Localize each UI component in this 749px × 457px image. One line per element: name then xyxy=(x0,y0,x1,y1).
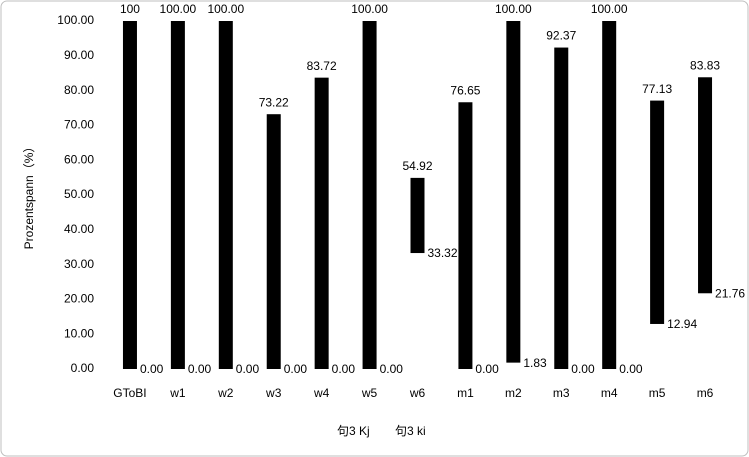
high-value-label: 100.00 xyxy=(591,2,628,16)
low-value-label: 0.00 xyxy=(380,362,404,376)
y-tick-label: 70.00 xyxy=(64,118,94,132)
y-tick-label: 90.00 xyxy=(64,48,94,62)
high-value-label: 100.00 xyxy=(207,2,244,16)
range-bar xyxy=(458,102,473,370)
y-tick-label: 0.00 xyxy=(71,361,95,375)
high-value-label: 83.72 xyxy=(307,59,337,73)
high-value-label: 83.83 xyxy=(690,58,720,72)
y-tick-label: 10.00 xyxy=(64,326,94,340)
y-tick-label: 60.00 xyxy=(64,152,94,166)
high-value-label: 100.00 xyxy=(160,2,197,16)
low-value-label: 0.00 xyxy=(188,362,212,376)
x-tick-label: w1 xyxy=(169,386,186,400)
low-value-label: 0.00 xyxy=(619,362,643,376)
range-bar xyxy=(314,77,329,369)
y-tick-label: 50.00 xyxy=(64,187,94,201)
x-tick-label: w3 xyxy=(265,386,282,400)
high-value-label: 77.13 xyxy=(642,82,672,96)
high-value-label: 100.00 xyxy=(495,2,532,16)
low-value-label: 0.00 xyxy=(571,362,595,376)
range-bar xyxy=(266,114,281,369)
x-tick-label: m6 xyxy=(697,386,714,400)
low-value-label: 0.00 xyxy=(475,362,499,376)
low-value-label: 0.00 xyxy=(332,362,356,376)
range-bar xyxy=(554,47,569,369)
high-value-label: 54.92 xyxy=(402,159,432,173)
range-bar xyxy=(650,100,665,324)
range-bar xyxy=(602,21,617,369)
range-bar xyxy=(218,21,233,369)
low-value-label: 0.00 xyxy=(236,362,260,376)
x-tick-label: m5 xyxy=(649,386,666,400)
low-value-label: 1.83 xyxy=(523,356,547,370)
range-bar xyxy=(410,177,425,254)
high-value-label: 100.00 xyxy=(351,2,388,16)
x-tick-label: w6 xyxy=(409,386,426,400)
high-value-label: 92.37 xyxy=(546,29,576,43)
low-value-label: 21.76 xyxy=(715,286,745,300)
range-bar xyxy=(170,21,185,369)
x-tick-label: m4 xyxy=(601,386,618,400)
y-tick-label: 40.00 xyxy=(64,222,94,236)
legend-label: 句3 ki xyxy=(395,424,426,438)
x-tick-label: m1 xyxy=(457,386,474,400)
high-value-label: 100 xyxy=(120,2,140,16)
range-bar xyxy=(506,21,521,363)
x-tick-label: w2 xyxy=(217,386,234,400)
low-value-label: 0.00 xyxy=(284,362,308,376)
y-tick-label: 30.00 xyxy=(64,257,94,271)
low-value-label: 12.94 xyxy=(667,317,697,331)
x-tick-label: GToBI xyxy=(113,386,146,400)
range-bar xyxy=(362,21,377,369)
range-bar xyxy=(122,21,137,369)
y-tick-label: 100.00 xyxy=(57,13,94,27)
y-tick-label: 80.00 xyxy=(64,83,94,97)
x-tick-label: m3 xyxy=(553,386,570,400)
x-tick-label: w5 xyxy=(361,386,378,400)
y-tick-label: 20.00 xyxy=(64,292,94,306)
high-value-label: 76.65 xyxy=(450,83,480,97)
legend-label: 句3 Kj xyxy=(337,424,370,438)
x-tick-label: w4 xyxy=(313,386,330,400)
y-axis-label: Prozentspann（%） xyxy=(22,141,36,250)
range-bar xyxy=(698,77,713,294)
high-value-label: 73.22 xyxy=(259,95,289,109)
low-value-label: 33.32 xyxy=(428,246,458,260)
low-value-label: 0.00 xyxy=(140,362,164,376)
x-tick-label: m2 xyxy=(505,386,522,400)
